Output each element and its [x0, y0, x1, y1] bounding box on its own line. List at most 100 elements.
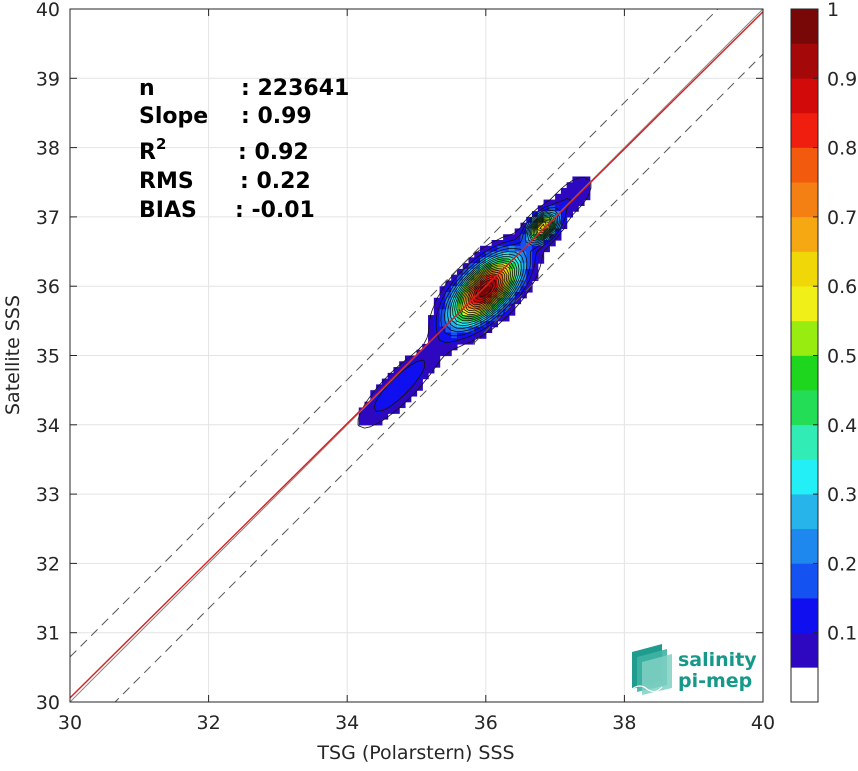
density-cell: [572, 176, 579, 183]
density-cell: [514, 257, 522, 264]
density-cell: [456, 320, 464, 328]
colorbar-tick-label: 0.5: [827, 346, 857, 368]
y-tick-label: 33: [36, 484, 60, 506]
stat-value: : 0.99: [241, 104, 312, 129]
density-cell: [480, 245, 487, 253]
density-cell: [439, 315, 446, 322]
density-cell: [445, 297, 452, 305]
density-cell: [468, 268, 475, 276]
density-cell: [376, 401, 383, 409]
density-cell: [491, 245, 498, 253]
density-cell: [468, 280, 475, 287]
y-tick-label: 37: [36, 207, 60, 229]
regression-line: [70, 11, 763, 699]
density-cell: [451, 274, 458, 282]
density-cell: [555, 216, 562, 224]
density-cell: [572, 182, 579, 189]
density-cell: [543, 205, 550, 212]
colorbar-tick-label: 0.7: [827, 207, 857, 229]
density-cell: [439, 291, 446, 299]
density-cell: [445, 332, 452, 339]
density-cell: [439, 320, 446, 328]
density-cell: [433, 297, 441, 305]
density-cell: [462, 320, 470, 328]
density-cell: [422, 367, 429, 374]
colorbar-tick-label: 0.9: [827, 68, 857, 90]
density-cell: [497, 263, 504, 270]
density-cell: [462, 263, 470, 270]
density-cell: [364, 407, 371, 414]
density-cell: [555, 193, 562, 201]
density-cell: [451, 320, 458, 328]
y-tick-label: 38: [36, 138, 60, 160]
density-cell: [416, 361, 423, 368]
density-cell: [416, 378, 423, 385]
density-cell: [508, 240, 516, 247]
density-cell: [537, 222, 545, 230]
density-cell: [578, 199, 585, 206]
density-cell: [370, 401, 377, 409]
density-cell: [566, 193, 574, 201]
density-cell: [474, 286, 481, 293]
statistics-box: n: 223641 Slope: 0.99 R2: 0.92 RMS: 0.22 BIA…: [139, 76, 349, 223]
density-cell: [537, 251, 545, 258]
colorbar-tick-label: 0.8: [827, 138, 857, 160]
density-cell: [433, 338, 441, 345]
density-cell: [445, 315, 452, 322]
density-cell: [508, 303, 516, 310]
density-cell: [399, 361, 406, 368]
density-cell: [428, 332, 435, 339]
density-cell: [381, 401, 389, 409]
density-cell: [451, 303, 458, 310]
density-cell: [422, 349, 429, 357]
colorbar-swatch: [791, 9, 818, 44]
density-cell: [497, 303, 504, 310]
density-cell: [555, 199, 562, 206]
density-cell: [445, 343, 452, 351]
y-tick-label: 32: [36, 553, 60, 575]
x-tick-label: 40: [751, 712, 775, 734]
density-cell: [543, 199, 550, 206]
colorbar-swatch: [791, 355, 818, 391]
offset-line: [70, 9, 719, 658]
density-cell: [543, 211, 550, 218]
density-cell: [445, 291, 452, 299]
density-cell: [428, 349, 435, 357]
density-cell: [462, 326, 470, 334]
density-cell: [445, 286, 452, 293]
density-cell: [537, 211, 545, 218]
density-cell: [549, 234, 556, 241]
density-cell: [445, 326, 452, 334]
density-cell: [468, 257, 475, 264]
density-cell: [428, 326, 435, 334]
density-cell: [462, 338, 470, 345]
density-cell: [410, 378, 418, 385]
colorbar-swatch: [791, 43, 818, 79]
density-cell: [410, 372, 418, 380]
density-cell: [537, 205, 545, 212]
density-cell: [462, 268, 470, 276]
density-cell: [404, 384, 412, 391]
colorbar-swatch: [791, 216, 818, 252]
density-cell: [497, 315, 504, 322]
density-cell: [474, 332, 481, 339]
density-cell: [393, 378, 400, 385]
density-cell: [474, 326, 481, 334]
density-cell: [503, 309, 510, 316]
density-cell: [462, 332, 470, 339]
y-tick-label: 36: [36, 276, 60, 298]
logo-text-salinity: salinity: [678, 649, 757, 671]
density-cell: [456, 268, 464, 276]
stat-value: : 0.92: [238, 140, 309, 165]
density-cell: [526, 257, 533, 264]
density-cell: [543, 216, 550, 224]
density-cell: [480, 332, 487, 339]
density-cell: [376, 395, 383, 403]
density-cell: [387, 384, 395, 391]
colorbar-swatch: [791, 78, 818, 114]
density-cell: [462, 286, 470, 293]
density-cell: [520, 234, 527, 241]
colorbar-swatch: [791, 147, 818, 183]
density-cell: [503, 268, 510, 276]
density-contours: [357, 176, 592, 429]
